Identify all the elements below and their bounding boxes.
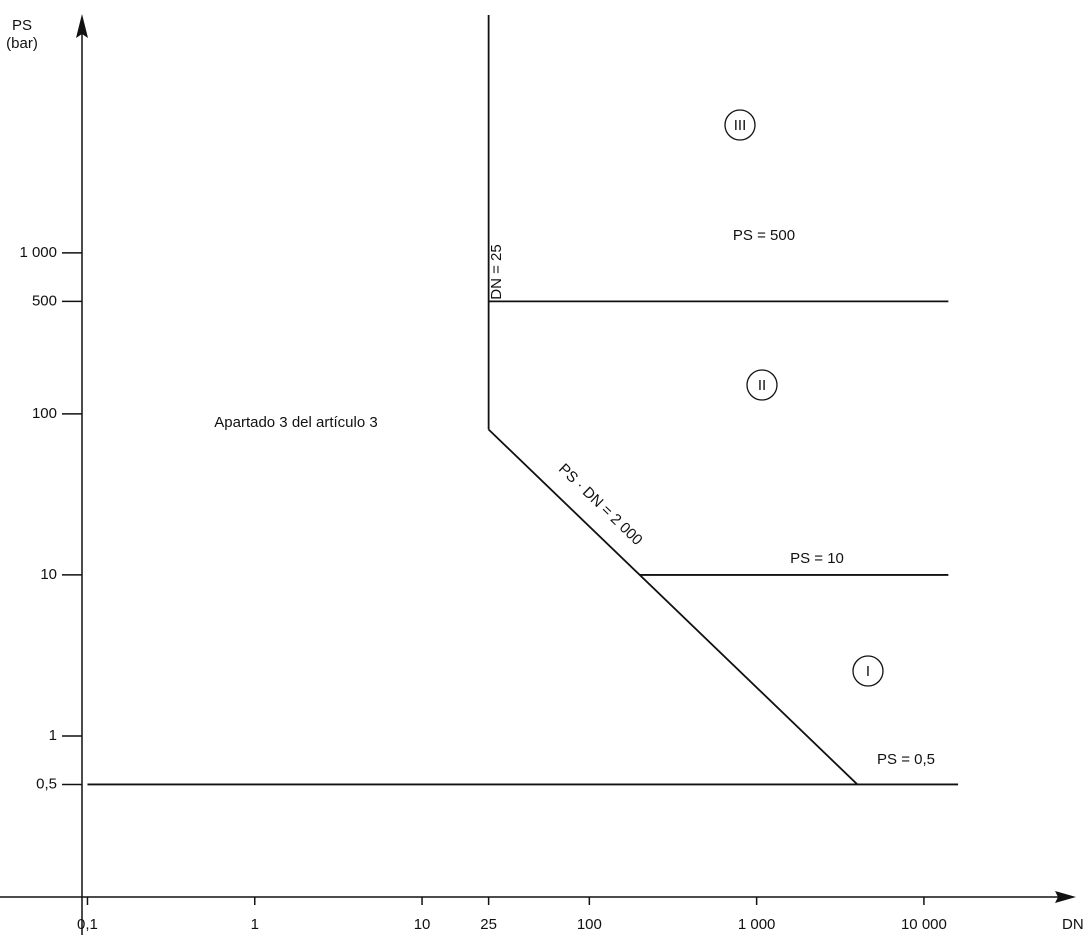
boundary-line [487,428,858,786]
y-tick-label: 0,5 [36,775,57,792]
region-marker [746,369,778,401]
x-tick-label: 1 [251,916,259,933]
x-tick-label: 10 000 [901,916,947,933]
region-marker [852,655,884,687]
annotation: Apartado 3 del artículo 3 [214,414,377,431]
x-axis-label: DN [1062,916,1083,933]
y-tick-label: 1 000 [19,244,57,261]
x-tick-label: 0,1 [77,916,98,933]
region-label: II [758,377,766,394]
line-label: PS = 0,5 [877,751,935,768]
region-label: III [734,117,747,134]
x-tick-label: 25 [480,916,497,933]
y-axis-label: PS [12,17,32,34]
line-label: PS = 500 [733,227,795,244]
y-tick-label: 100 [32,405,57,422]
x-tick-label: 10 [414,916,431,933]
y-tick-label: 1 [49,727,57,744]
region-label: I [866,663,870,680]
line-label: PS · DN = 2 000 [555,460,646,548]
x-tick-label: 100 [577,916,602,933]
x-tick-label: 1 000 [738,916,776,933]
y-axis-label: (bar) [6,35,38,52]
y-tick-label: 10 [40,566,57,583]
line-label: DN = 25 [488,244,505,299]
y-axis-arrow [76,14,88,38]
region-marker [724,109,756,141]
line-label: PS = 10 [790,550,844,567]
x-axis-arrow [1055,891,1076,903]
y-tick-label: 500 [32,292,57,309]
